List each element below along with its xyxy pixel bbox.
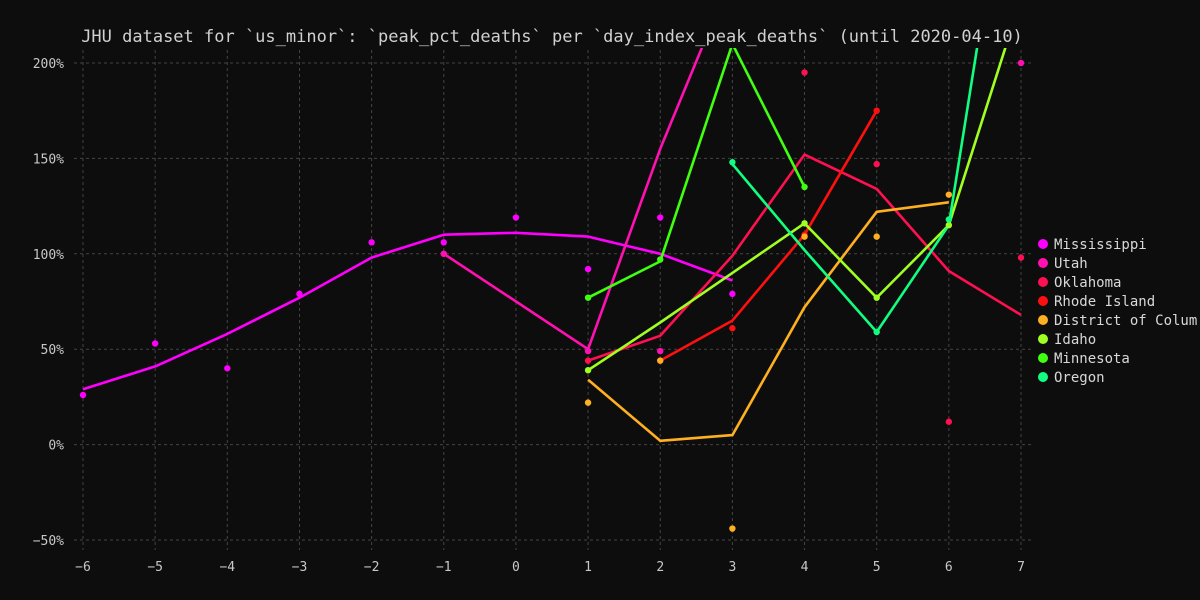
data-point xyxy=(729,525,736,532)
legend-entry: Rhode Island xyxy=(1054,294,1155,310)
series-points xyxy=(79,59,1025,532)
data-point xyxy=(729,159,736,166)
series-line-3 xyxy=(659,110,878,362)
data-point xyxy=(584,294,592,301)
y-tick-label: 50% xyxy=(41,343,65,358)
data-point xyxy=(945,191,953,198)
legend-entry: Mississippi xyxy=(1054,237,1147,253)
x-tick-label: 6 xyxy=(945,560,953,575)
series-line-6 xyxy=(587,48,806,299)
legend-marker xyxy=(1038,296,1048,306)
grid xyxy=(74,50,1032,550)
x-tick-label: −5 xyxy=(147,560,163,575)
legend-entry: Idaho xyxy=(1054,332,1096,348)
legend-entry: Minnesota xyxy=(1054,351,1130,367)
data-point xyxy=(224,365,231,372)
data-point xyxy=(873,233,880,240)
legend-entry: Oregon xyxy=(1054,370,1105,386)
data-point xyxy=(873,160,880,168)
data-point xyxy=(1017,254,1025,261)
y-tick-label: 200% xyxy=(33,57,64,72)
x-tick-label: −2 xyxy=(364,560,380,575)
data-point xyxy=(945,221,953,229)
data-point xyxy=(584,357,592,364)
data-point xyxy=(151,340,159,347)
data-point xyxy=(729,290,736,298)
y-tick-label: −50% xyxy=(33,534,64,549)
legend-marker xyxy=(1038,258,1048,268)
data-point xyxy=(945,418,953,425)
series-line-0 xyxy=(82,231,733,391)
data-point xyxy=(79,391,87,399)
x-tick-label: 2 xyxy=(656,560,664,575)
legend-marker xyxy=(1038,239,1048,249)
x-tick-label: 7 xyxy=(1017,560,1025,575)
data-point xyxy=(657,214,664,221)
legend-marker xyxy=(1038,277,1048,287)
x-tick-label: 0 xyxy=(512,560,520,575)
data-point xyxy=(440,250,447,257)
legend-marker xyxy=(1038,372,1048,382)
data-point xyxy=(801,69,808,76)
y-axis-ticks: −50% 0% 50% 100% 150% 200% xyxy=(33,57,64,549)
x-tick-label: 3 xyxy=(728,560,736,575)
legend-entry: Oklahoma xyxy=(1054,275,1121,291)
data-point xyxy=(440,239,447,246)
legend-marker xyxy=(1038,353,1048,363)
y-tick-label: 100% xyxy=(33,248,64,263)
data-point xyxy=(657,357,664,364)
data-point xyxy=(296,290,303,298)
x-tick-label: 1 xyxy=(584,560,592,575)
data-point xyxy=(873,294,880,301)
x-tick-label: 4 xyxy=(801,560,809,575)
x-tick-label: −4 xyxy=(219,560,235,575)
data-point xyxy=(801,233,808,240)
legend-marker xyxy=(1038,315,1048,325)
data-point xyxy=(584,399,592,406)
data-point xyxy=(801,183,808,191)
legend-entry: District of Colum xyxy=(1054,313,1197,329)
data-point xyxy=(584,347,592,355)
legend-marker xyxy=(1038,334,1048,344)
data-point xyxy=(368,239,375,246)
data-point xyxy=(657,256,664,263)
legend: Mississippi Utah Oklahoma Rhode Island Distr… xyxy=(1038,237,1197,386)
x-tick-label: −3 xyxy=(292,560,308,575)
data-point xyxy=(584,366,592,374)
data-point xyxy=(1017,59,1025,67)
data-point xyxy=(657,347,664,355)
chart-title: JHU dataset for `us_minor`: `peak_pct_de… xyxy=(81,27,1023,47)
series-lines xyxy=(82,48,1022,443)
x-tick-label: −1 xyxy=(436,560,452,575)
x-axis-ticks: −6 −5 −4 −3 −2 −1 0 1 2 3 4 5 6 7 xyxy=(75,560,1025,575)
data-point xyxy=(729,325,736,332)
data-point xyxy=(873,107,880,114)
series-line-4 xyxy=(587,201,949,443)
data-point xyxy=(801,220,808,227)
data-point xyxy=(584,265,592,273)
legend-entry: Utah xyxy=(1054,256,1088,272)
x-tick-label: −6 xyxy=(75,560,91,575)
y-tick-label: 0% xyxy=(48,439,64,454)
series-line-2 xyxy=(587,153,1022,362)
data-point xyxy=(945,216,953,223)
series-line-1 xyxy=(443,48,704,351)
data-point xyxy=(873,328,880,336)
series-line-7 xyxy=(731,48,979,334)
y-tick-label: 150% xyxy=(33,152,64,167)
plot-area xyxy=(79,48,1025,532)
data-point xyxy=(512,214,520,221)
x-tick-label: 5 xyxy=(873,560,881,575)
